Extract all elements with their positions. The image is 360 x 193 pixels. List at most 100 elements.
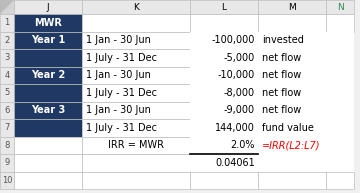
Text: 1 Jan - 30 Jun: 1 Jan - 30 Jun (86, 35, 151, 45)
Bar (326, 102, 354, 119)
Bar (326, 49, 354, 67)
Bar (190, 49, 258, 67)
Bar (190, 14, 258, 31)
Bar (190, 119, 258, 136)
Text: M: M (288, 3, 296, 12)
Bar (0, 102, 14, 119)
Bar (0, 119, 14, 136)
Text: 1 July - 31 Dec: 1 July - 31 Dec (86, 53, 157, 63)
Bar (326, 172, 354, 189)
Text: L: L (221, 3, 226, 12)
Bar (190, 67, 258, 84)
Bar (258, 31, 326, 49)
Text: MWR: MWR (34, 18, 62, 28)
Bar (0, 84, 14, 102)
Bar (190, 0, 258, 14)
Bar (14, 31, 82, 49)
Text: 3: 3 (4, 53, 10, 62)
Bar (0, 67, 14, 84)
Bar (82, 136, 190, 154)
Text: N: N (337, 3, 343, 12)
Bar (82, 102, 190, 119)
Bar (258, 102, 326, 119)
Bar (0, 154, 14, 172)
Text: 1 Jan - 30 Jun: 1 Jan - 30 Jun (86, 70, 151, 80)
Text: fund value: fund value (262, 123, 314, 133)
Bar (326, 67, 354, 84)
Bar (0, 172, 14, 189)
Bar (82, 119, 190, 136)
Bar (82, 172, 190, 189)
Bar (14, 136, 82, 154)
Bar (190, 84, 258, 102)
Bar (14, 154, 82, 172)
Bar (82, 14, 190, 31)
Bar (326, 119, 354, 136)
Bar (326, 31, 354, 49)
Text: -9,000: -9,000 (224, 105, 255, 115)
Text: net flow: net flow (262, 105, 301, 115)
Bar (82, 154, 190, 172)
Text: J: J (47, 3, 49, 12)
Text: 1: 1 (4, 18, 10, 27)
Text: net flow: net flow (262, 70, 301, 80)
Bar (0, 14, 14, 31)
Bar (190, 31, 258, 49)
Text: 144,000: 144,000 (215, 123, 255, 133)
Bar (14, 49, 82, 67)
Bar (0, 0, 14, 14)
Text: -10,000: -10,000 (218, 70, 255, 80)
Text: 1 July - 31 Dec: 1 July - 31 Dec (86, 123, 157, 133)
Bar (0, 31, 14, 49)
Text: -8,000: -8,000 (224, 88, 255, 98)
Text: Year 2: Year 2 (31, 70, 65, 80)
Bar (82, 84, 190, 102)
Bar (258, 0, 326, 14)
Text: 9: 9 (4, 158, 10, 167)
Bar (326, 136, 354, 154)
Text: -100,000: -100,000 (212, 35, 255, 45)
Bar (258, 136, 326, 154)
Bar (82, 67, 190, 84)
Bar (82, 0, 190, 14)
Text: 1 Jan - 30 Jun: 1 Jan - 30 Jun (86, 105, 151, 115)
Text: K: K (133, 3, 139, 12)
Bar (14, 14, 82, 31)
Text: net flow: net flow (262, 88, 301, 98)
Polygon shape (0, 0, 14, 14)
Text: net flow: net flow (262, 53, 301, 63)
Bar (0, 136, 14, 154)
Text: 7: 7 (4, 123, 10, 132)
Text: 6: 6 (4, 106, 10, 115)
Text: 0.04061: 0.04061 (215, 158, 255, 168)
Bar (190, 172, 258, 189)
Text: Year 3: Year 3 (31, 105, 65, 115)
Text: 2.0%: 2.0% (230, 140, 255, 150)
Text: 2: 2 (4, 36, 10, 45)
Bar (14, 172, 82, 189)
Bar (14, 67, 82, 84)
Text: Year 1: Year 1 (31, 35, 65, 45)
Bar (190, 102, 258, 119)
Bar (258, 49, 326, 67)
Text: invested: invested (262, 35, 304, 45)
Bar (326, 154, 354, 172)
Text: =IRR(L2:L7): =IRR(L2:L7) (262, 140, 320, 150)
Text: IRR = MWR: IRR = MWR (108, 140, 164, 150)
Text: 5: 5 (4, 88, 10, 97)
Bar (326, 84, 354, 102)
Bar (14, 102, 82, 119)
Bar (82, 31, 190, 49)
Bar (190, 154, 258, 172)
Text: 1 July - 31 Dec: 1 July - 31 Dec (86, 88, 157, 98)
Bar (326, 14, 354, 31)
Bar (258, 67, 326, 84)
Text: 10: 10 (2, 176, 12, 185)
Bar (14, 119, 82, 136)
Text: 4: 4 (4, 71, 10, 80)
Bar (258, 84, 326, 102)
Text: -5,000: -5,000 (224, 53, 255, 63)
Text: 8: 8 (4, 141, 10, 150)
Bar (258, 14, 326, 31)
Bar (14, 84, 82, 102)
